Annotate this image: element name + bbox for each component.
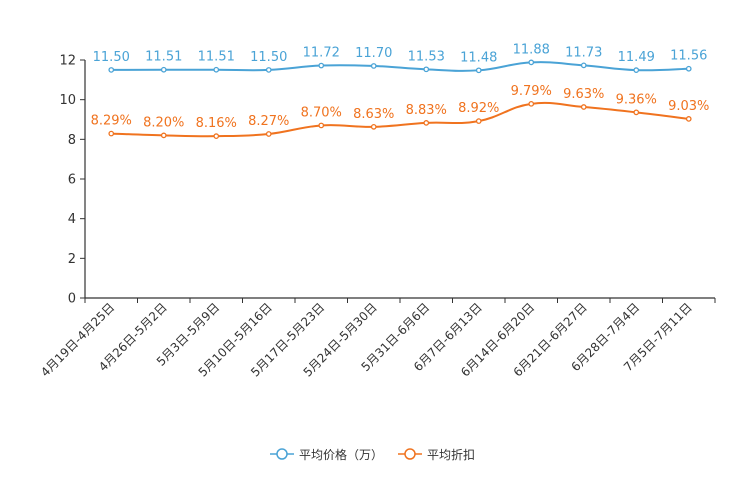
data-point[interactable] xyxy=(318,62,325,69)
data-label: 11.88 xyxy=(513,42,550,57)
data-label: 11.50 xyxy=(93,50,130,65)
data-label: 9.79% xyxy=(511,84,552,99)
data-label: 8.70% xyxy=(301,105,342,120)
legend-item-discount[interactable]: 平均折扣 xyxy=(397,446,475,463)
y-tick-label: 0 xyxy=(68,292,76,307)
data-label: 11.51 xyxy=(198,50,235,65)
data-point[interactable] xyxy=(580,62,587,69)
data-point[interactable] xyxy=(370,63,377,69)
series-line xyxy=(111,101,689,138)
data-label: 9.03% xyxy=(668,99,709,114)
data-label: 8.63% xyxy=(353,107,394,122)
y-tick-label: 12 xyxy=(59,54,76,69)
y-tick-label: 2 xyxy=(68,252,76,267)
data-point[interactable] xyxy=(213,66,220,73)
data-label: 11.50 xyxy=(250,50,287,65)
series-line xyxy=(111,61,689,72)
data-point[interactable] xyxy=(318,122,325,129)
legend-label-price: 平均价格（万） xyxy=(298,447,383,462)
data-label: 9.36% xyxy=(616,92,657,107)
legend-label-discount: 平均折扣 xyxy=(427,447,476,462)
y-tick-label: 8 xyxy=(68,133,76,148)
data-label: 11.72 xyxy=(303,46,340,61)
data-point[interactable] xyxy=(685,65,692,72)
data-point[interactable] xyxy=(108,130,115,137)
data-point[interactable] xyxy=(423,120,430,126)
data-point[interactable] xyxy=(108,67,115,73)
y-tick-label: 10 xyxy=(59,93,76,108)
y-tick-label: 6 xyxy=(68,173,76,188)
data-label: 8.92% xyxy=(458,101,499,116)
data-label: 11.70 xyxy=(355,46,392,61)
legend-swatch-price xyxy=(269,448,294,460)
data-point[interactable] xyxy=(265,67,272,73)
data-point[interactable] xyxy=(528,100,535,107)
axes: 0246810124月19日-4月25日4月26日-5月2日5月3日-5月9日5… xyxy=(38,54,716,380)
data-label: 8.27% xyxy=(248,114,289,129)
data-point[interactable] xyxy=(633,109,640,116)
data-point[interactable] xyxy=(160,66,167,73)
data-point[interactable] xyxy=(265,131,272,137)
data-label: 11.53 xyxy=(408,49,445,64)
data-point[interactable] xyxy=(213,133,220,140)
data-label: 11.49 xyxy=(618,50,655,65)
data-point[interactable] xyxy=(475,67,482,74)
series-layer: 11.50 11.51 11.51 11.50 11.72 11.70 11.53 11.48… xyxy=(91,42,709,140)
data-point[interactable] xyxy=(685,116,692,122)
y-tick-label: 4 xyxy=(68,212,76,227)
data-point[interactable] xyxy=(423,66,430,73)
legend: 平均价格（万） 平均折扣 xyxy=(0,444,744,464)
data-point[interactable] xyxy=(160,132,167,139)
data-label: 11.73 xyxy=(565,45,602,60)
data-point[interactable] xyxy=(370,123,377,130)
data-label: 11.51 xyxy=(145,50,182,65)
data-label: 9.63% xyxy=(563,87,604,102)
data-label: 8.29% xyxy=(91,114,132,129)
data-label: 11.48 xyxy=(460,50,497,65)
legend-item-price[interactable]: 平均价格（万） xyxy=(269,446,383,463)
data-label: 8.16% xyxy=(196,116,237,131)
data-point[interactable] xyxy=(475,118,482,124)
legend-swatch-discount xyxy=(398,448,422,460)
series-1: 8.29% 8.20% 8.16% 8.27% 8.70% 8.63% 8.83% 8.92%… xyxy=(91,84,709,140)
data-label: 8.83% xyxy=(406,103,447,118)
series-0: 11.50 11.51 11.51 11.50 11.72 11.70 11.53 11.48… xyxy=(93,42,707,74)
data-label: 11.56 xyxy=(670,49,707,64)
data-label: 8.20% xyxy=(143,115,184,130)
data-point[interactable] xyxy=(528,59,535,66)
data-point[interactable] xyxy=(580,104,587,110)
data-point[interactable] xyxy=(633,67,640,73)
